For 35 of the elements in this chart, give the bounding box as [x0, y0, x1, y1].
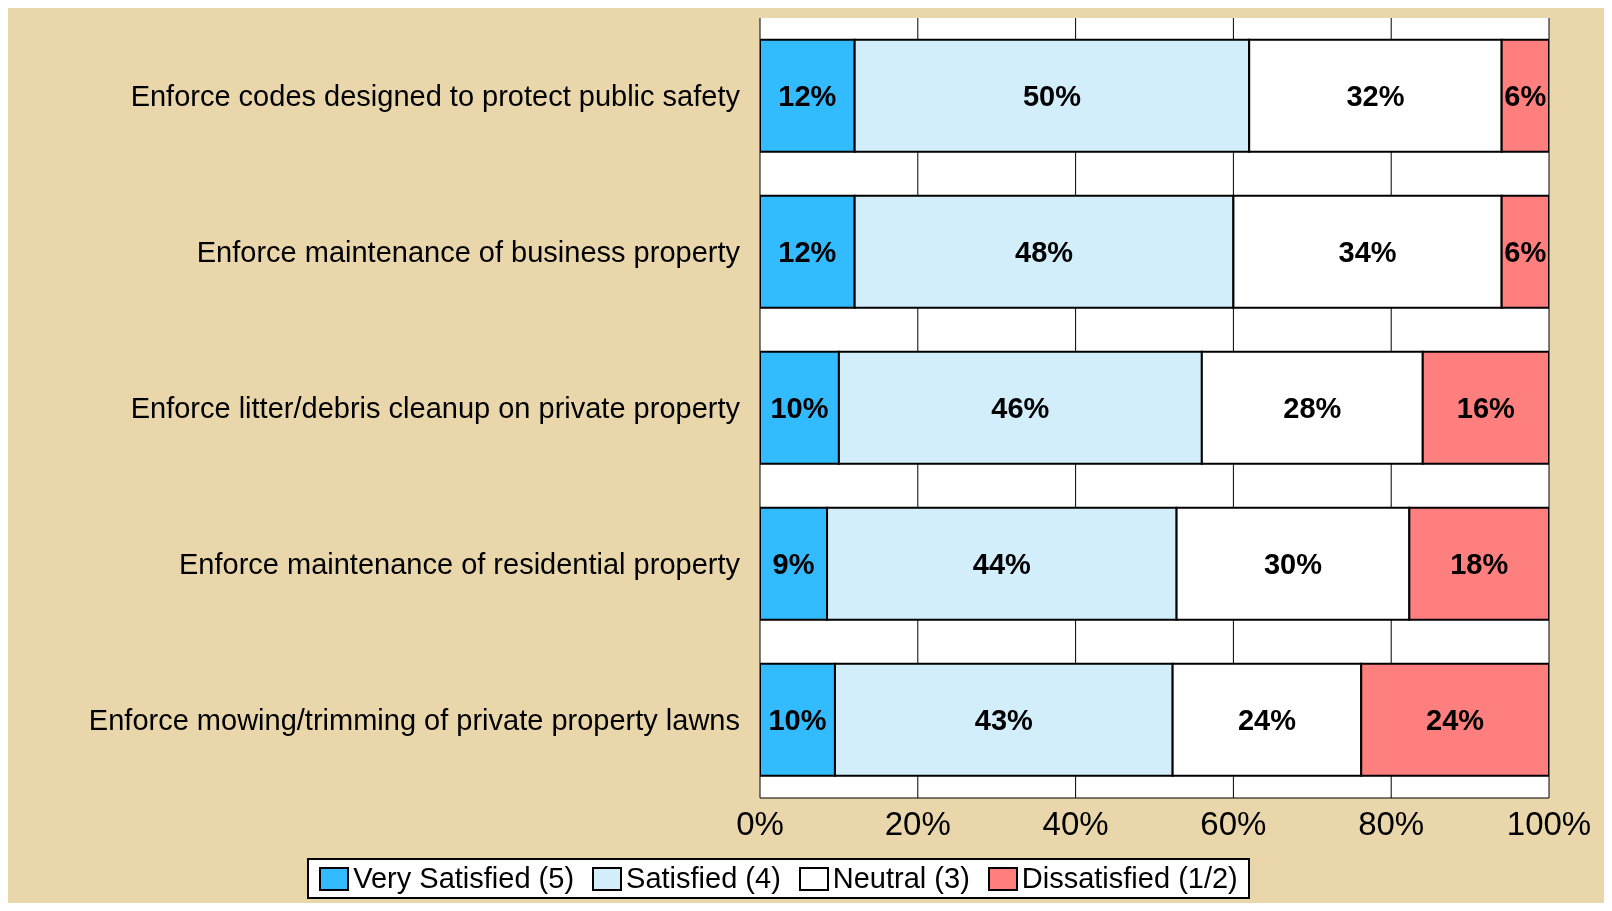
x-tick-label: 60% — [1200, 805, 1267, 843]
data-label: 50% — [1022, 79, 1082, 112]
y-tick-label: Enforce mowing/trimming of private property lawns — [88, 704, 740, 737]
y-tick-label: Enforce maintenance of residential property — [179, 548, 741, 581]
legend-label: Satisfied (4) — [626, 862, 781, 895]
data-label: 6% — [1504, 79, 1547, 112]
data-label: 10% — [770, 391, 829, 424]
data-label: 30% — [1263, 547, 1323, 580]
data-label: 18% — [1450, 547, 1509, 580]
data-label: 12% — [778, 79, 837, 112]
legend-label: Very Satisfied (5) — [353, 862, 575, 895]
x-tick-label: 20% — [884, 805, 951, 843]
legend-label: Dissatisfied (1/2) — [1021, 862, 1238, 895]
data-label: 6% — [1504, 235, 1547, 268]
data-label: 10% — [768, 703, 827, 736]
data-label: 32% — [1346, 79, 1405, 112]
y-tick-label: Enforce codes designed to protect public safety — [130, 80, 741, 113]
y-tick-label: Enforce maintenance of business property — [196, 236, 741, 269]
data-label: 24% — [1237, 703, 1297, 736]
data-label: 44% — [972, 547, 1032, 580]
x-tick-label: 40% — [1042, 805, 1109, 843]
x-tick-label: 80% — [1358, 805, 1425, 843]
x-tick-label: 100% — [1506, 805, 1592, 843]
y-tick-label: Enforce litter/debris cleanup on private property — [130, 392, 741, 425]
data-label: 48% — [1015, 235, 1074, 268]
x-tick-label: 0% — [736, 805, 784, 843]
data-label: 9% — [772, 547, 815, 580]
data-label: 43% — [974, 703, 1034, 736]
data-label: 16% — [1456, 391, 1516, 424]
data-label: 24% — [1426, 703, 1485, 736]
data-label: 28% — [1283, 391, 1342, 424]
data-label: 46% — [991, 391, 1050, 424]
legend-label: Neutral (3) — [832, 862, 970, 895]
data-label: 12% — [778, 235, 837, 268]
data-label: 34% — [1338, 235, 1397, 268]
